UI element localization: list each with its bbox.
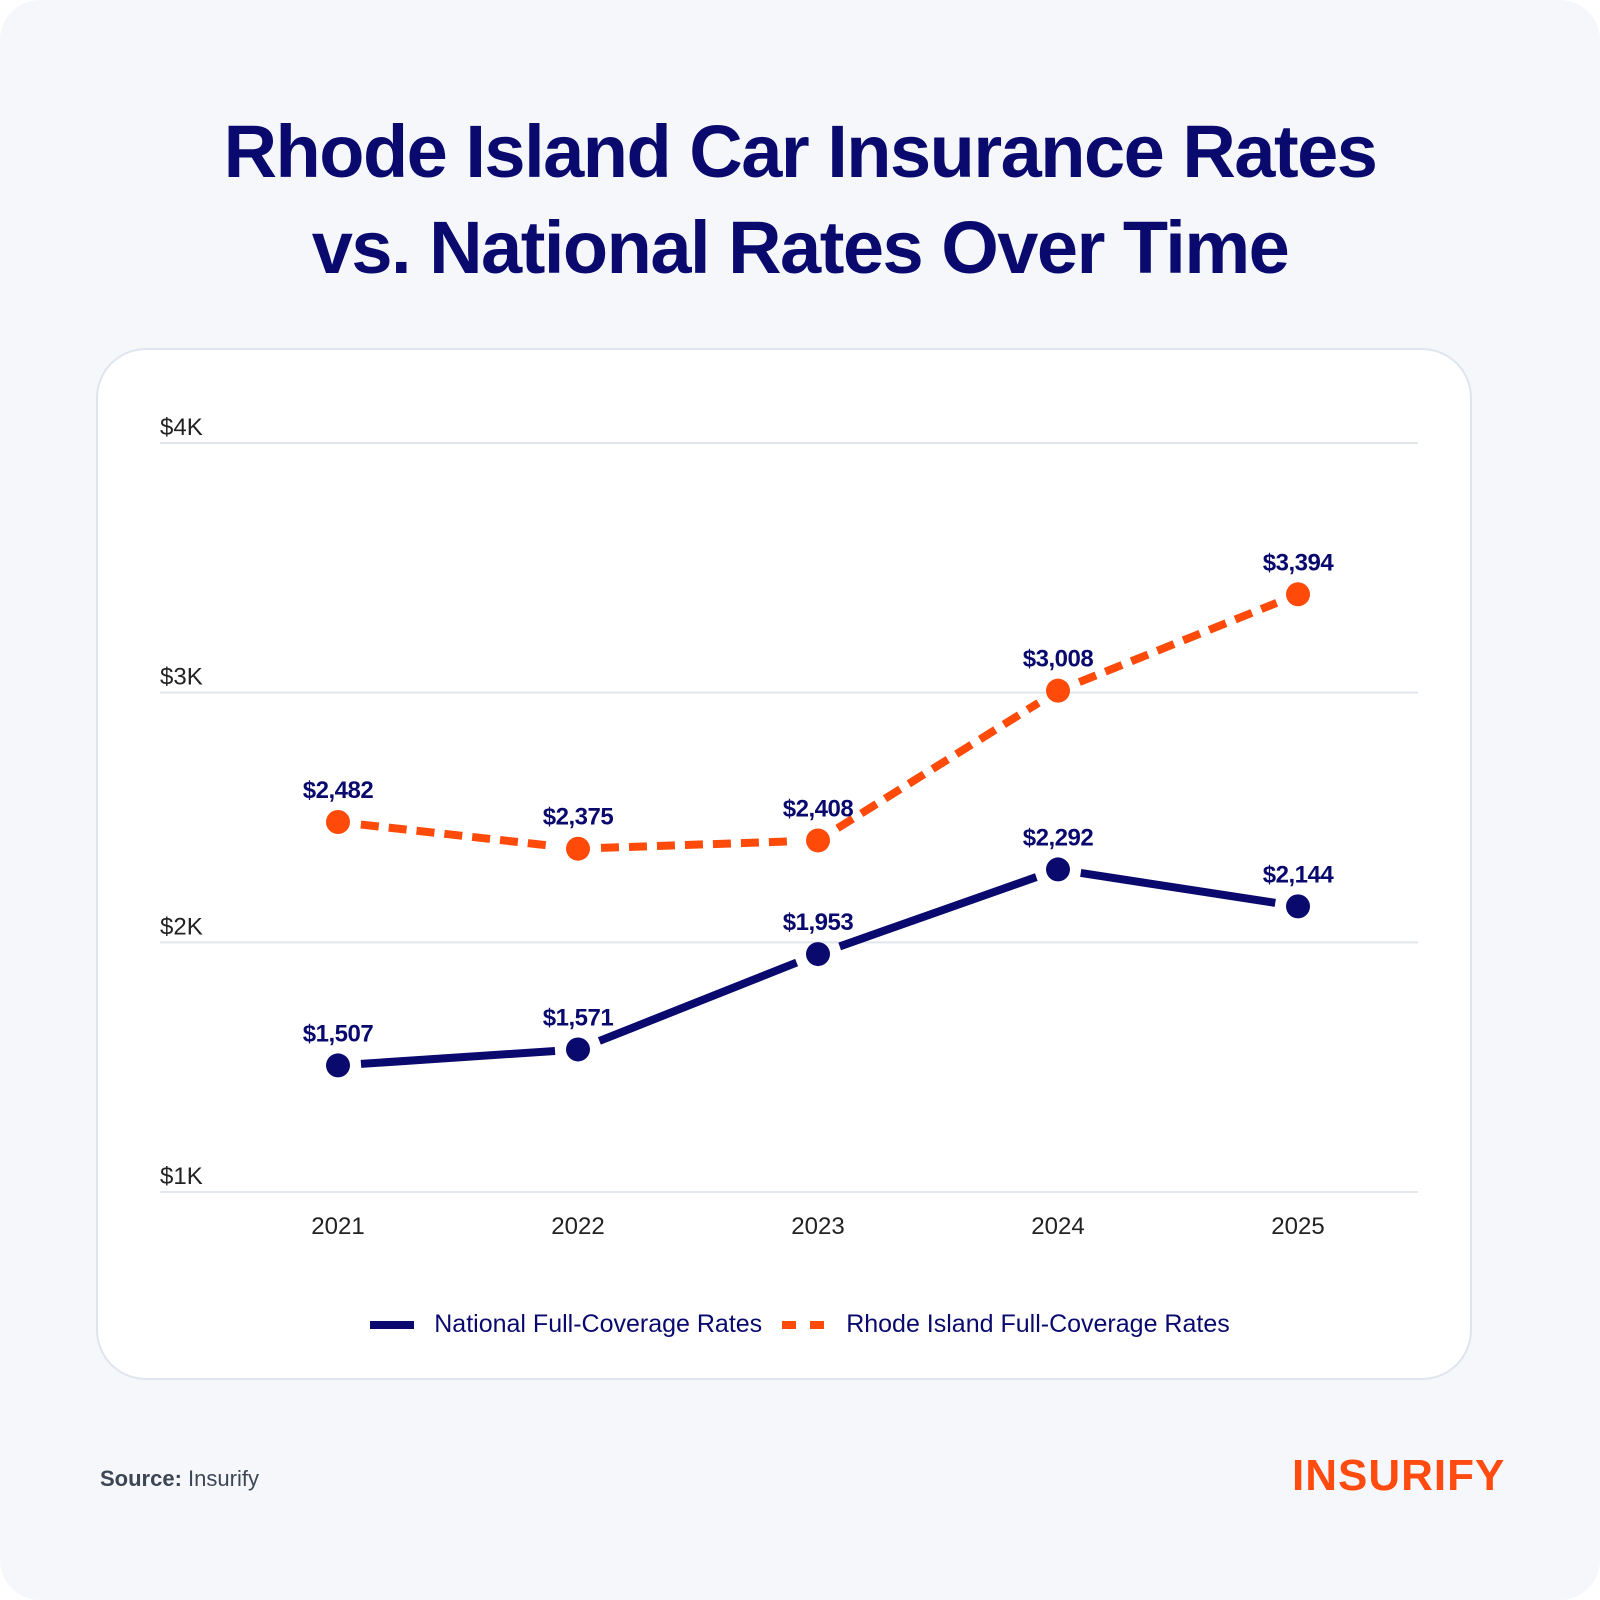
gridlines xyxy=(160,442,1418,1193)
data-point xyxy=(566,1037,590,1062)
data-point xyxy=(806,942,830,967)
x-tick-label: 2021 xyxy=(311,1213,364,1240)
data-point xyxy=(1286,582,1310,607)
chart-title-line-2: vs. National Rates Over Time xyxy=(311,206,1290,289)
data-point xyxy=(566,836,590,861)
chart-title: Rhode Island Car Insurance Rates vs. Nat… xyxy=(0,104,1600,296)
data-point xyxy=(1046,678,1070,703)
legend-label-rhode-island: Rhode Island Full-Coverage Rates xyxy=(846,1310,1230,1338)
legend-item-rhode-island: Rhode Island Full-Coverage Rates xyxy=(782,1310,1230,1339)
series xyxy=(326,582,1310,1078)
x-axis-ticks: 2021 2022 2023 2024 2025 xyxy=(311,1213,1324,1240)
line-segment xyxy=(600,837,796,852)
line-segment xyxy=(1080,868,1276,907)
legend-label-national: National Full-Coverage Rates xyxy=(434,1310,763,1338)
line-segment xyxy=(838,873,1038,951)
data-label: $1,571 xyxy=(543,1004,614,1031)
x-tick-label: 2023 xyxy=(791,1213,844,1240)
data-label: $2,292 xyxy=(1023,824,1094,851)
series-rhode-island xyxy=(326,582,1310,861)
series-national xyxy=(326,857,1310,1078)
data-label: $2,144 xyxy=(1263,861,1335,888)
data-point xyxy=(1286,894,1310,919)
line-segment xyxy=(360,1046,556,1068)
y-axis-ticks: $1K $2K $3K $4K xyxy=(160,414,203,1190)
chart-title-line-1: Rhode Island Car Insurance Rates xyxy=(223,110,1378,193)
data-label: $3,008 xyxy=(1023,646,1094,673)
source-value: Insurify xyxy=(181,1466,259,1491)
line-segment xyxy=(1077,599,1279,686)
data-point xyxy=(326,809,350,834)
y-tick-label: $4K xyxy=(160,414,203,441)
x-tick-label: 2025 xyxy=(1271,1213,1324,1240)
data-label: $1,953 xyxy=(783,909,854,936)
x-tick-label: 2024 xyxy=(1031,1213,1084,1240)
insurify-logo: INSURIFY xyxy=(1292,1451,1506,1500)
x-tick-label: 2022 xyxy=(551,1213,604,1240)
source-note: Source: Insurify xyxy=(100,1466,259,1492)
line-segment xyxy=(835,699,1041,832)
data-point xyxy=(326,1053,350,1078)
data-label: $3,394 xyxy=(1263,549,1335,576)
legend-swatch-dashed-line-icon xyxy=(782,1320,827,1329)
chart-card xyxy=(96,348,1472,1380)
legend-item-national: National Full-Coverage Rates xyxy=(370,1310,762,1339)
data-labels: $1,507 $1,571 $1,953 $2,292 $2,144 $2,482 $2,3… xyxy=(303,549,1335,1047)
y-tick-label: $1K xyxy=(160,1163,203,1190)
legend-swatch-solid-line-icon xyxy=(370,1320,415,1329)
data-label: $2,408 xyxy=(783,795,854,822)
y-tick-label: $2K xyxy=(160,913,203,940)
chart-legend: National Full-Coverage Rates Rhode Islan… xyxy=(0,1310,1600,1339)
data-label: $2,375 xyxy=(543,804,614,831)
data-label: $1,507 xyxy=(303,1020,374,1047)
data-label: $2,482 xyxy=(303,777,374,804)
data-point xyxy=(1046,857,1070,882)
data-point xyxy=(806,828,830,853)
line-segment xyxy=(360,820,556,851)
source-label: Source: xyxy=(100,1466,182,1491)
line-segment xyxy=(597,958,799,1045)
y-tick-label: $3K xyxy=(160,664,203,691)
